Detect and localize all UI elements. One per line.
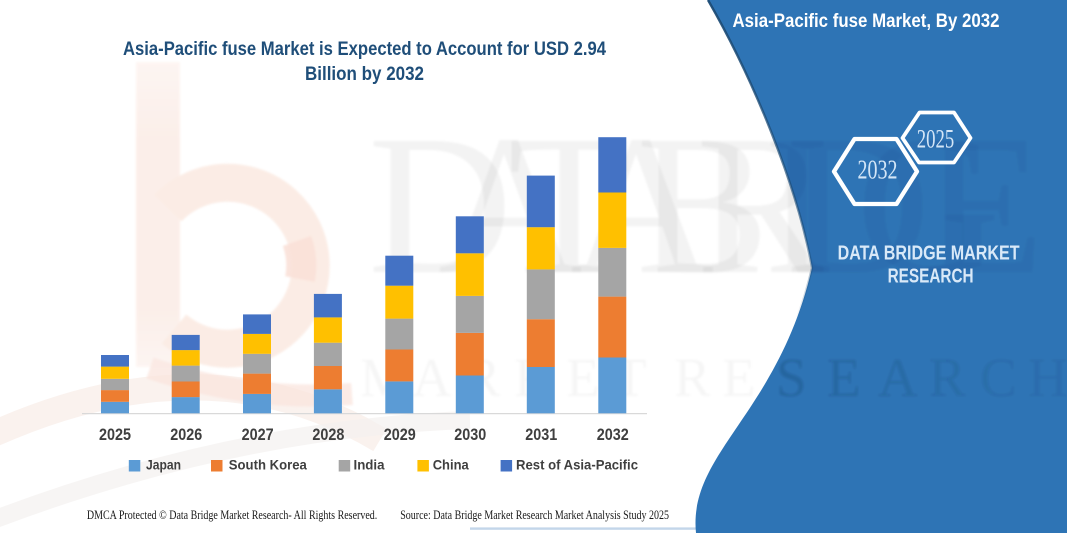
svg-text:India: India xyxy=(354,457,385,473)
svg-text:2032: 2032 xyxy=(597,425,629,444)
svg-text:South Korea: South Korea xyxy=(229,457,307,473)
svg-text:Asia-Pacific fuse Market is Ex: Asia-Pacific fuse Market is Expected to … xyxy=(123,39,606,60)
svg-text:DATA BRIDGE MARKET: DATA BRIDGE MARKET xyxy=(838,243,1020,265)
svg-text:RESEARCH: RESEARCH xyxy=(888,266,974,288)
svg-text:2025: 2025 xyxy=(917,125,955,154)
svg-text:Rest of Asia-Pacific: Rest of Asia-Pacific xyxy=(516,457,638,473)
svg-text:Billion by 2032: Billion by 2032 xyxy=(305,64,424,85)
svg-text:2031: 2031 xyxy=(525,425,557,444)
svg-text:2025: 2025 xyxy=(99,425,131,444)
svg-text:DMCA Protected © Data Bridge M: DMCA Protected © Data Bridge Market Rese… xyxy=(87,508,377,522)
svg-text:2027: 2027 xyxy=(242,425,274,444)
svg-text:2030: 2030 xyxy=(454,425,486,444)
svg-text:China: China xyxy=(433,457,469,473)
svg-text:2032: 2032 xyxy=(858,153,898,184)
svg-text:2026: 2026 xyxy=(170,425,202,444)
svg-text:Japan: Japan xyxy=(146,457,181,473)
svg-text:Source: Data Bridge Market Res: Source: Data Bridge Market Research Mark… xyxy=(400,508,669,522)
svg-text:2028: 2028 xyxy=(312,425,344,444)
svg-text:2029: 2029 xyxy=(384,425,416,444)
svg-text:Asia-Pacific fuse Market, By 2: Asia-Pacific fuse Market, By 2032 xyxy=(733,10,1000,32)
